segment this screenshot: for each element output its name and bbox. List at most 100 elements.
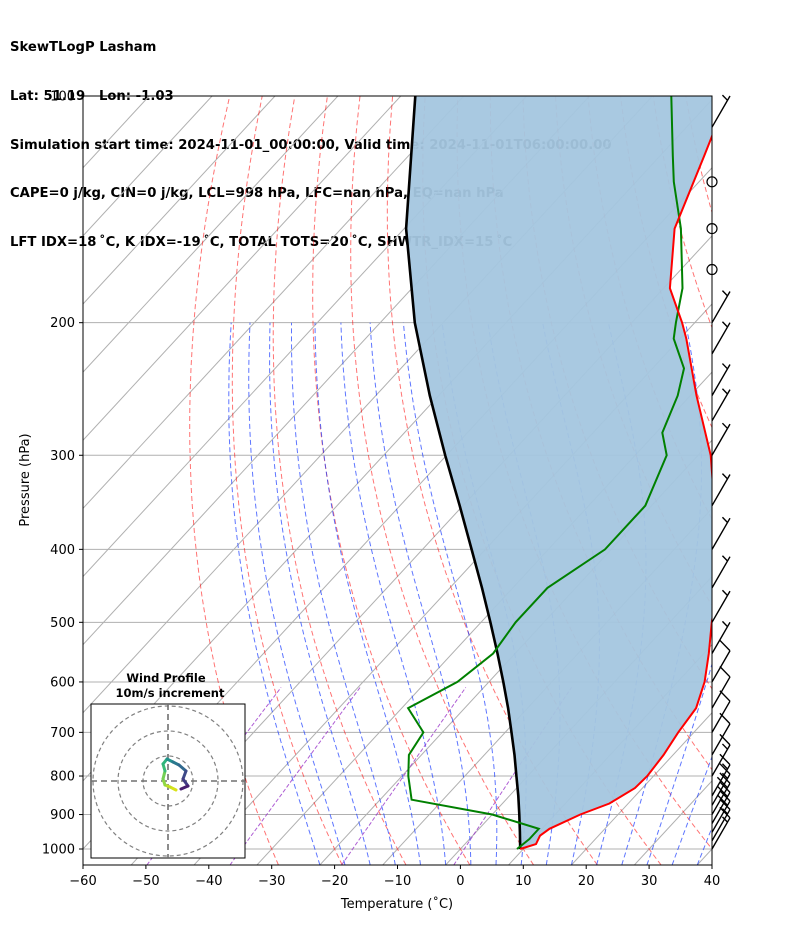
wind-barb-staff <box>711 291 731 324</box>
wind-barb-flag <box>719 753 731 766</box>
moist-adiabat <box>722 323 794 865</box>
wind-barb-staff <box>711 723 731 756</box>
y-tick-label: 700 <box>50 726 75 741</box>
wind-barb-half-flag <box>721 290 729 297</box>
wind-barb-half-flag <box>721 763 729 770</box>
wind-barb-flag <box>716 776 729 789</box>
moist-adiabat <box>314 322 421 865</box>
wind-barb-staff <box>711 423 731 456</box>
dry-adiabat <box>272 96 407 865</box>
moist-adiabat <box>291 322 396 865</box>
isotherm <box>760 96 794 865</box>
x-axis-label: Temperature (˚C) <box>340 896 453 912</box>
wind-barb-flag <box>719 806 731 819</box>
hodograph-segment <box>177 763 188 773</box>
wind-barb-half-flag <box>721 473 729 480</box>
isotherm <box>83 96 276 305</box>
wind-barb-staff <box>711 817 731 850</box>
x-tick-label: −20 <box>321 874 348 889</box>
x-tick-label: −50 <box>132 874 159 889</box>
dry-adiabat <box>312 96 471 865</box>
x-tick-label: 40 <box>704 874 721 889</box>
hodograph-segment <box>179 784 190 791</box>
y-tick-label: 500 <box>50 616 75 631</box>
wind-barb-staff <box>711 800 731 833</box>
y-tick-label: 1000 <box>42 843 75 858</box>
wind-barb-half-flag <box>721 94 729 101</box>
x-tick-label: −10 <box>384 874 411 889</box>
wind-barb-flag <box>719 798 731 811</box>
wind-barb-staff <box>711 364 731 396</box>
dry-adiabat <box>718 96 794 865</box>
wind-barb-staff <box>711 95 731 128</box>
x-tick-label: 30 <box>641 874 658 889</box>
mixing-ratio-line <box>229 687 361 865</box>
y-tick-label: 800 <box>50 770 75 785</box>
wind-barb-staff <box>711 556 731 589</box>
y-tick-label: 100 <box>50 90 75 105</box>
cape-cin-shading <box>406 96 712 849</box>
inset-title: Wind Profile <box>126 671 206 685</box>
wind-barb-flag <box>719 772 731 784</box>
dry-adiabat <box>751 96 794 865</box>
isotherm <box>83 96 213 237</box>
wind-barb-half-flag <box>721 516 729 523</box>
wind-barb-staff <box>711 809 731 842</box>
dry-adiabat <box>620 96 712 429</box>
wind-barb-half-flag <box>721 321 729 328</box>
isotherm <box>83 96 465 510</box>
isotherm <box>571 712 712 865</box>
moist-adiabat <box>269 322 371 865</box>
chart-title: SkewTLogP Lasham <box>10 40 157 56</box>
isotherm <box>382 507 712 865</box>
wind-barb-staff <box>711 590 731 623</box>
wind-barb-staff <box>711 744 731 777</box>
x-tick-label: 0 <box>456 874 464 889</box>
wind-barb-staff <box>711 676 731 709</box>
x-tick-label: −40 <box>195 874 222 889</box>
wind-barb-flag <box>719 665 731 678</box>
dry-adiabat <box>784 96 794 865</box>
wind-barb-flag <box>719 781 731 793</box>
wind-barb-half-flag <box>721 422 729 429</box>
temperature-line <box>519 133 712 850</box>
wind-barb-staff <box>711 474 731 507</box>
moist-adiabat <box>248 322 346 865</box>
wind-barb-half-flag <box>721 388 729 395</box>
hodograph-ring <box>117 730 219 832</box>
y-axis-label: Pressure (hPa) <box>18 433 33 526</box>
wind-barb-staff <box>711 322 731 355</box>
moist-adiabat <box>646 662 712 865</box>
inset-subtitle: 10m/s increment <box>116 686 225 700</box>
inset-plot <box>91 704 245 858</box>
wind-barb-staff <box>711 700 731 733</box>
isotherm <box>83 96 339 373</box>
wind-barb-half-flag <box>721 589 729 596</box>
x-tick-label: −30 <box>258 874 285 889</box>
wind-profile-inset: Wind Profile 10m/s increment <box>90 671 246 859</box>
wind-barb-flag <box>716 785 729 798</box>
wind-barb-staff <box>711 389 731 422</box>
wind-barb-staff <box>711 650 731 683</box>
moist-adiabat <box>228 322 321 865</box>
wind-barb-flag <box>719 763 731 775</box>
isotherm <box>83 96 402 441</box>
data-layer <box>404 96 712 850</box>
y-tick-label: 300 <box>50 449 75 464</box>
wind-barb-half-flag <box>721 555 729 562</box>
moist-adiabat <box>402 322 498 865</box>
y-tick-label: 400 <box>50 543 75 558</box>
wind-barb-half-flag <box>721 620 729 628</box>
wind-barb-flag <box>719 733 731 746</box>
y-tick-label: 200 <box>50 316 75 331</box>
dry-adiabat <box>189 96 279 865</box>
wind-barb-staff <box>711 783 731 815</box>
moist-adiabat <box>340 322 447 865</box>
x-tick-label: 10 <box>515 874 532 889</box>
x-tick-label: 20 <box>578 874 595 889</box>
wind-barb-half-flag <box>721 808 729 815</box>
location-line: Lat: 51.19 Lon: -1.03 <box>10 89 174 105</box>
wind-barb-flag <box>719 790 731 802</box>
wind-barb-staff <box>711 791 731 824</box>
